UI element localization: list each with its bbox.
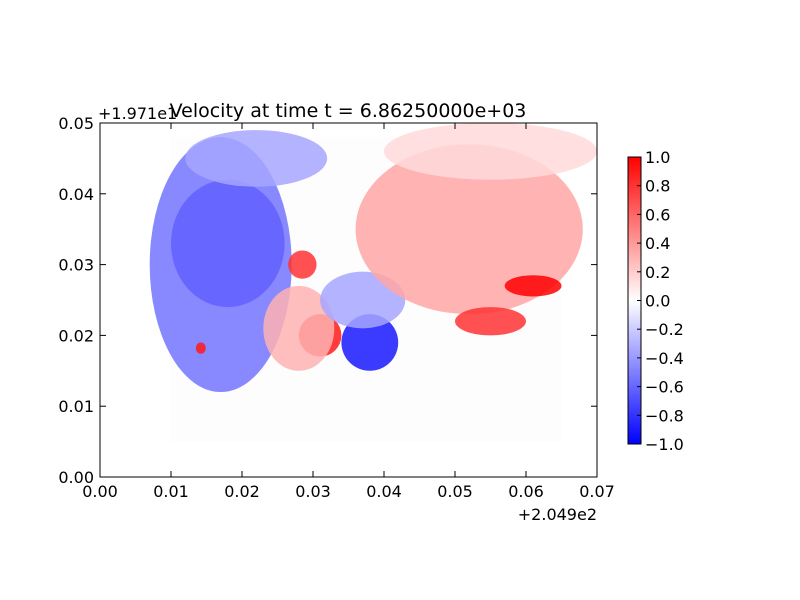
x-offset-label: +2.049e2 <box>518 505 597 524</box>
x-tick-label: 0.01 <box>153 482 189 501</box>
x-tick-label: 0.06 <box>508 482 544 501</box>
colorbar-tick-label: −1.0 <box>645 435 684 454</box>
field-region-red-spot-ridge <box>288 250 317 279</box>
colorbar-tick-label: −0.2 <box>645 320 684 339</box>
chart-title: Velocity at time t = 6.86250000e+03 <box>170 100 527 122</box>
x-tick-label: 0.00 <box>82 482 118 501</box>
field-region-east-red-patch <box>504 275 562 297</box>
field-region-south-east-red-strip <box>455 307 526 336</box>
x-tick-label: 0.02 <box>224 482 260 501</box>
x-tick-label: 0.04 <box>366 482 402 501</box>
field-region-central-pink <box>263 285 335 371</box>
colorbar-tick-label: 0.8 <box>645 177 670 196</box>
x-tick-label: 0.03 <box>295 482 331 501</box>
colorbar-tick-label: −0.8 <box>645 406 684 425</box>
x-tick-label: 0.07 <box>579 482 615 501</box>
y-tick-label: 0.05 <box>58 114 94 133</box>
field-region-north-blue-band <box>185 130 328 187</box>
plot-frame <box>99 122 598 478</box>
colorbar-tick-label: −0.4 <box>645 349 684 368</box>
field-region-south-blue-lobe <box>341 314 399 371</box>
y-tick-label: 0.02 <box>58 326 94 345</box>
colorbar: 1.0 0.8 0.6 0.4 0.2 0.0 −0.2 −0.4 −0.6 −0.8 −1.0 <box>627 148 684 454</box>
y-offset-label: +1.971e1 <box>98 104 177 123</box>
field-region-small-red-spot-left <box>195 342 206 354</box>
x-tick-label: 0.05 <box>437 482 473 501</box>
colorbar-ticks: 1.0 0.8 0.6 0.4 0.2 0.0 −0.2 −0.4 −0.6 −0.8 −1.0 <box>637 148 684 454</box>
y-tick-label: 0.03 <box>58 256 94 275</box>
y-tick-label: 0.04 <box>58 185 94 204</box>
colorbar-tick-label: 0.0 <box>645 292 670 311</box>
field-region-mid-blue-channel <box>320 271 406 329</box>
x-axis: 0.00 0.01 0.02 0.03 0.04 0.05 0.06 0.07 <box>82 123 615 501</box>
y-axis: 0.00 0.01 0.02 0.03 0.04 0.05 <box>58 114 597 487</box>
colorbar-tick-label: 0.6 <box>645 205 670 224</box>
velocity-field <box>149 123 597 442</box>
y-tick-label: 0.00 <box>58 468 94 487</box>
plot-area: 0.00 0.01 0.02 0.03 0.04 0.05 0.06 0.07 0.000.0… <box>58 114 614 501</box>
field-region-north-east-pale <box>384 123 597 180</box>
field-region-east-pink-field <box>355 144 583 315</box>
colorbar-tick-label: 0.2 <box>645 263 670 282</box>
colorbar-tick-label: −0.6 <box>645 378 684 397</box>
field-region-west-blue-margin <box>149 137 292 393</box>
y-tick-label: 0.01 <box>58 397 94 416</box>
colorbar-tick-label: 1.0 <box>645 148 670 167</box>
colorbar-tick-label: 0.4 <box>645 234 670 253</box>
